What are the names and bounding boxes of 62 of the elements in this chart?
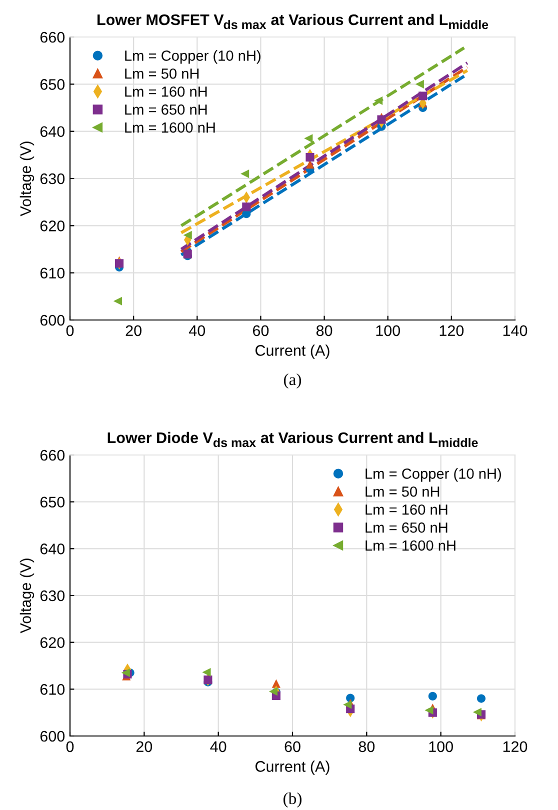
x-tick-label: 20 (126, 325, 142, 336)
legend-label: Lm = 50 nH (366, 486, 440, 497)
x-tick-label: 80 (358, 741, 375, 752)
point (415, 80, 424, 88)
legend-label: Lm = 160 nH (125, 86, 207, 97)
point (377, 115, 386, 124)
x-tick-label: 0 (66, 325, 74, 336)
y-tick-label: 660 (40, 32, 65, 43)
legend-label: Lm = 160 nH (366, 504, 448, 515)
point (343, 700, 352, 709)
point (374, 96, 383, 105)
x-axis-title: Current (A) (256, 760, 330, 775)
y-axis-title: Voltage (V) (20, 142, 34, 216)
y-tick-label: 630 (40, 590, 65, 602)
x-tick-label: 100 (429, 741, 453, 752)
point (306, 152, 314, 162)
point (113, 296, 122, 306)
y-axis-title: Voltage (V) (20, 558, 34, 634)
text: (a) (284, 373, 302, 389)
x-tick-label: 40 (189, 325, 206, 336)
y-tick-label: 640 (40, 544, 65, 554)
point (272, 679, 280, 688)
x-tick-label: 40 (210, 741, 226, 752)
point (268, 687, 278, 696)
y-tick-label: 600 (40, 730, 65, 742)
x-tick-label: 140 (503, 325, 528, 336)
x-tick-label: 120 (440, 325, 464, 336)
y-tick-label: 640 (40, 126, 65, 138)
x-tick-label: 120 (503, 741, 528, 752)
x-tick-label: 20 (136, 741, 152, 752)
point (476, 694, 486, 703)
point (183, 230, 192, 240)
point (428, 692, 437, 700)
text: (b) (284, 792, 302, 808)
y-tick-label: 600 (40, 314, 65, 326)
point (418, 92, 428, 100)
point (304, 134, 313, 143)
y-tick-label: 660 (40, 450, 65, 461)
point (472, 708, 482, 716)
point (202, 668, 211, 677)
point (424, 706, 434, 715)
legend-label: Lm = 50 nH (125, 68, 199, 79)
x-tick-label: 100 (376, 325, 400, 336)
x-tick-label: 0 (66, 741, 74, 752)
y-tick-label: 620 (40, 637, 65, 648)
x-axis-title: Current (A) (256, 344, 330, 359)
x-tick-label: 60 (284, 741, 300, 752)
y-tick-label: 610 (40, 684, 65, 695)
point (240, 170, 250, 178)
y-tick-label: 650 (40, 496, 65, 508)
legend-label: Lm = 1600 nH (125, 122, 215, 133)
legend-label: Lm = Copper (10 nH) (366, 468, 501, 482)
x-tick-label: 60 (252, 325, 269, 336)
legend-label: Lm = Copper (10 nH) (125, 50, 260, 64)
legend-label: Lm = 650 nH (366, 522, 448, 533)
legend-label: Lm = 650 nH (125, 104, 207, 115)
y-tick-label: 650 (40, 79, 65, 90)
y-tick-label: 610 (40, 268, 65, 279)
y-tick-label: 630 (40, 173, 65, 184)
legend-label: Lm = 1600 nH (366, 540, 456, 551)
y-tick-label: 620 (40, 220, 65, 232)
x-tick-label: 80 (316, 325, 332, 336)
